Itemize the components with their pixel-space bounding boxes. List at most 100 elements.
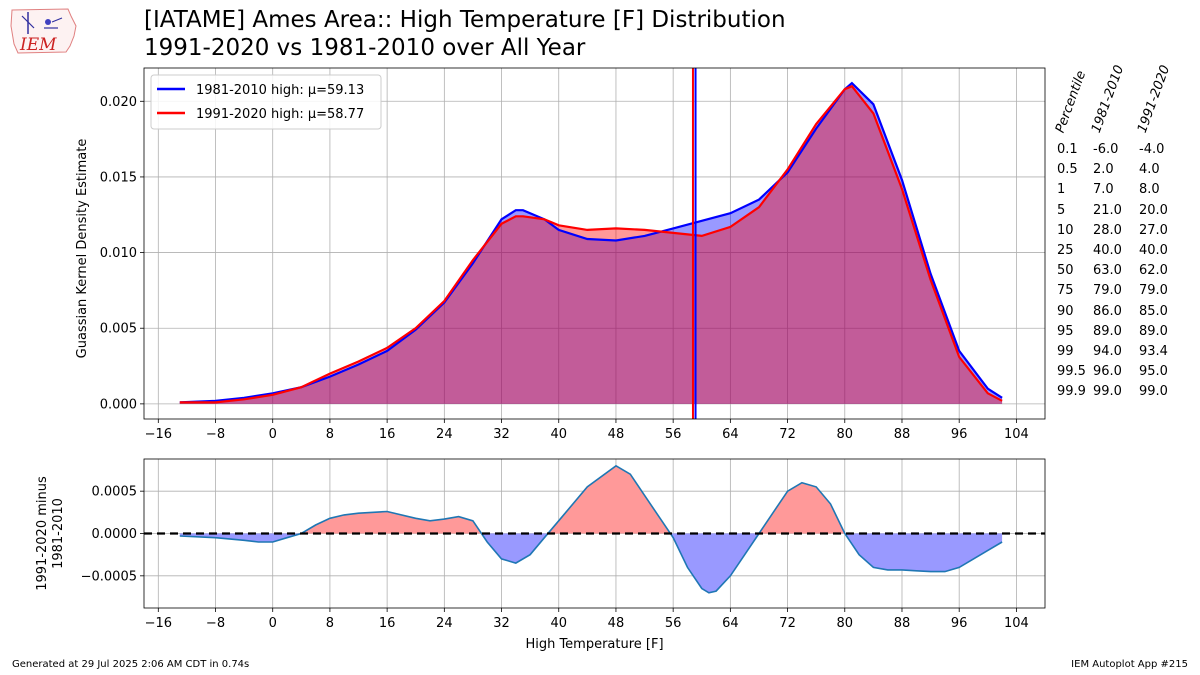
percentile-cell: 7.0 — [1093, 182, 1114, 198]
diff-negative-fill — [481, 533, 548, 564]
percentile-cell: 10 — [1057, 222, 1074, 238]
percentile-cell: 21.0 — [1093, 202, 1122, 218]
diff-positive-fill — [548, 465, 671, 534]
series-1991-line — [179, 84, 1003, 404]
diff-x-tick-label: 56 — [665, 616, 682, 631]
percentile-cell: 63.0 — [1093, 263, 1122, 279]
diff-y-axis-label-line1: 1991-2020 minus — [35, 476, 50, 591]
percentile-cell: 40.0 — [1093, 243, 1122, 258]
legend-box — [150, 74, 382, 130]
percentile-cell: 20.0 — [1139, 202, 1168, 218]
percentile-cell: 85.0 — [1139, 303, 1168, 319]
diff-negative-fill — [844, 533, 1003, 572]
diff-x-tick-label: 80 — [837, 616, 854, 631]
main-x-tick-label: −16 — [145, 427, 172, 442]
percentile-cell: 8.0 — [1139, 182, 1160, 198]
main-x-tick-label: 104 — [1004, 427, 1029, 442]
diff-x-tick-label: 8 — [326, 616, 334, 631]
percentile-cell: 79.0 — [1139, 283, 1168, 299]
diff-marks — [144, 464, 1045, 594]
logo-text: IEM — [19, 35, 57, 55]
main-x-tick-label: 24 — [436, 427, 453, 442]
iem-logo: IEM — [8, 6, 80, 60]
main-x-tick-label: 80 — [837, 427, 854, 442]
percentile-cell: 96.0 — [1093, 364, 1122, 380]
diff-negative-fill — [179, 533, 302, 542]
footer-app: IEM Autoplot App #215 — [1071, 659, 1188, 670]
chart-subtitle: 1991-2020 vs 1981-2010 over All Year — [144, 35, 586, 61]
diff-y-tick-label: −0.0005 — [81, 569, 137, 584]
main-x-tick-label: 16 — [379, 427, 396, 442]
percentile-cell: 28.0 — [1093, 222, 1122, 238]
percentile-cell: 4.0 — [1139, 162, 1160, 178]
main-x-tick-label: 88 — [894, 427, 911, 442]
percentile-cell: 99.5 — [1057, 364, 1086, 380]
diff-x-tick-label: 0 — [269, 616, 277, 631]
main-x-tick-label: 72 — [779, 427, 796, 442]
main-y-tick-label: 0.010 — [100, 246, 137, 261]
footer-generated: Generated at 29 Jul 2025 2:06 AM CDT in … — [12, 659, 250, 670]
diff-y-axis-label-line2: 1981-2010 — [51, 498, 66, 569]
main-y-tick-label: 0.015 — [100, 170, 137, 185]
legend-1991-label: 1991-2020 high: μ=58.77 — [196, 107, 364, 122]
main-y-tick-label: 0.020 — [100, 95, 137, 110]
percentile-cell: 95.0 — [1139, 364, 1168, 380]
percentile-cell: 75 — [1057, 283, 1074, 299]
series-1981-area — [179, 83, 1003, 404]
percentile-cell: 89.0 — [1139, 323, 1168, 339]
diff-x-tick-label: 32 — [493, 616, 510, 631]
percentile-cell: 0.1 — [1057, 142, 1078, 157]
diff-x-tick-label: 96 — [951, 616, 968, 631]
percentile-cell: -4.0 — [1139, 142, 1165, 157]
diff-line — [179, 464, 1003, 594]
percentile-cell: 99.0 — [1139, 384, 1168, 400]
percentile-cell: 94.0 — [1093, 344, 1122, 359]
diff-x-tick-label: −16 — [145, 616, 172, 631]
series-1991-area — [179, 86, 1003, 404]
legend-1981-label: 1981-2010 high: μ=59.13 — [196, 83, 364, 98]
main-x-tick-label: 48 — [608, 427, 625, 442]
main-x-tick-label: 32 — [493, 427, 510, 442]
main-x-tick-label: 64 — [722, 427, 739, 442]
main-marks — [179, 68, 1003, 419]
series-1981-line — [179, 81, 1003, 404]
diff-x-tick-label: 64 — [722, 616, 739, 631]
percentile-cell: 27.0 — [1139, 222, 1168, 238]
main-x-tick-label: 40 — [550, 427, 567, 442]
percentile-cell: 93.4 — [1139, 344, 1168, 359]
percentile-cell: 79.0 — [1093, 283, 1122, 299]
percentile-cell: 99.9 — [1057, 384, 1086, 400]
percentile-cell: 90 — [1057, 303, 1074, 319]
percentile-cell: 40.0 — [1139, 243, 1168, 258]
percentile-cell: 5 — [1057, 202, 1066, 218]
main-x-tick-label: 96 — [951, 427, 968, 442]
main-y-axis-label: Guassian Kernel Density Estimate — [75, 139, 90, 359]
main-x-tick-label: 56 — [665, 427, 682, 442]
percentile-cell: 0.5 — [1057, 162, 1078, 178]
percentile-cell: 95 — [1057, 323, 1074, 339]
percentile-cell: 89.0 — [1093, 323, 1122, 339]
diff-y-axis-label: 1991-2020 minus1981-2010 — [35, 476, 66, 591]
diff-y-tick-label: 0.0005 — [92, 485, 138, 500]
diff-x-tick-label: 48 — [608, 616, 625, 631]
diff-positive-fill — [301, 511, 482, 534]
main-x-tick-label: 8 — [326, 427, 334, 442]
diff-x-tick-label: 88 — [894, 616, 911, 631]
main-x-tick-label: −8 — [206, 427, 225, 442]
percentile-cell: -6.0 — [1093, 142, 1119, 157]
percentile-cell: 25 — [1057, 243, 1074, 258]
percentile-cell: 99 — [1057, 344, 1074, 359]
diff-x-tick-label: 24 — [436, 616, 453, 631]
diff-x-tick-label: 104 — [1004, 616, 1029, 631]
chart-title: [IATAME] Ames Area:: High Temperature [F… — [144, 7, 786, 33]
diff-y-tick-label: 0.0000 — [92, 527, 138, 542]
percentile-cell: 99.0 — [1093, 384, 1122, 400]
main-y-tick-label: 0.005 — [100, 322, 137, 337]
percentile-cell: 62.0 — [1139, 263, 1168, 279]
diff-x-tick-label: −8 — [206, 616, 225, 631]
diff-negative-fill — [670, 533, 759, 593]
diff-x-axis-label: High Temperature [F] — [525, 637, 663, 652]
diff-x-tick-label: 16 — [379, 616, 396, 631]
diff-x-tick-label: 40 — [550, 616, 567, 631]
main-plot-frame — [143, 67, 1046, 420]
